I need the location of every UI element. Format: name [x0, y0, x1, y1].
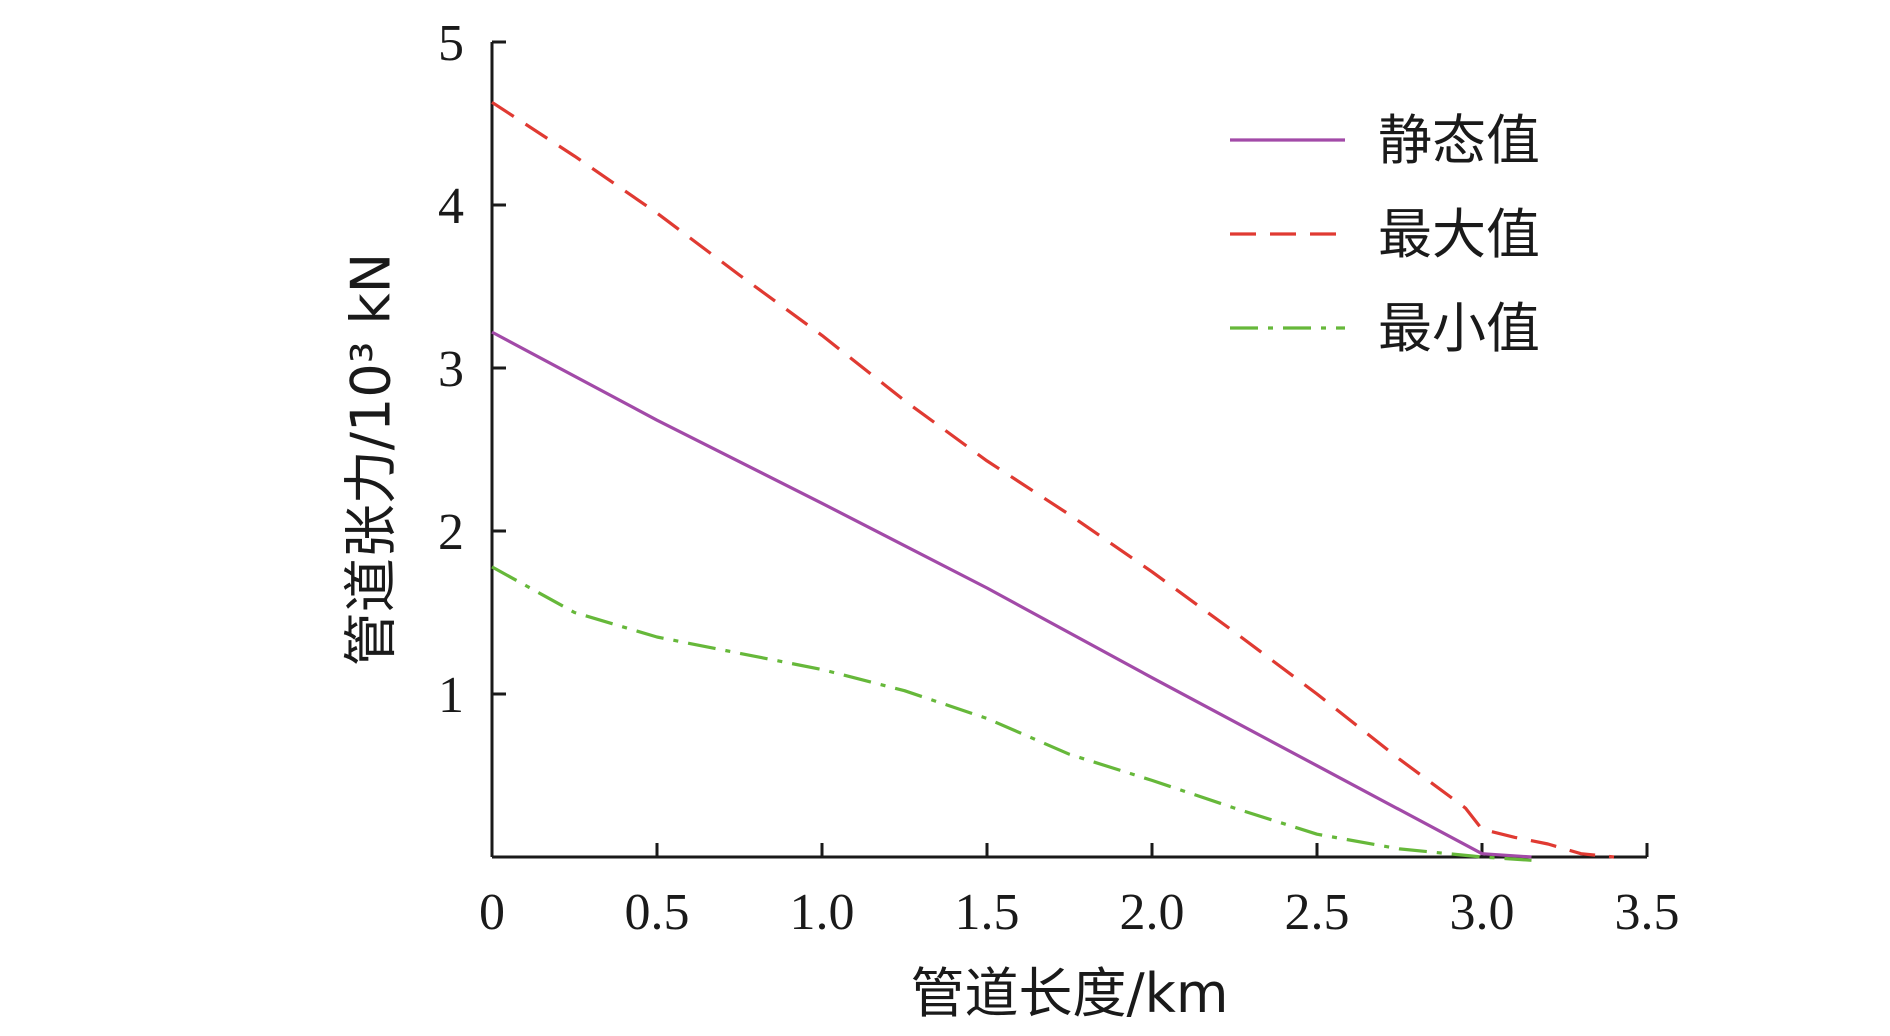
series-group [491, 100, 1615, 862]
y-axis-title: 管道张力/10³ kN [340, 253, 403, 666]
axes: 0 0.5 1.0 1.5 2.0 2.5 3.0 3.5 1 2 3 4 5 [438, 15, 1680, 941]
legend-label: 最大值 [1378, 203, 1540, 266]
x-tick-label: 2.0 [1120, 884, 1185, 941]
series-line-1 [491, 330, 1532, 859]
x-tick-label: 0 [479, 884, 505, 941]
x-tick-label: 2.5 [1285, 884, 1350, 941]
y-tick-label: 2 [438, 504, 464, 561]
x-tick-label: 3.5 [1615, 884, 1680, 941]
x-tick-label: 1.5 [955, 884, 1020, 941]
legend-label: 最小值 [1378, 297, 1540, 360]
y-tick-label: 3 [438, 341, 464, 398]
legend-label: 静态值 [1378, 109, 1540, 172]
x-axis-title: 管道长度/km [910, 962, 1228, 1025]
x-tick-label: 1.0 [790, 884, 855, 941]
series-line-2 [491, 100, 1615, 859]
x-tick-label: 3.0 [1450, 884, 1515, 941]
y-tick-label: 5 [438, 15, 464, 72]
series-line-3 [491, 565, 1532, 862]
x-tick-label: 0.5 [625, 884, 690, 941]
y-tick-label: 1 [438, 667, 464, 724]
y-tick-label: 4 [438, 178, 464, 235]
